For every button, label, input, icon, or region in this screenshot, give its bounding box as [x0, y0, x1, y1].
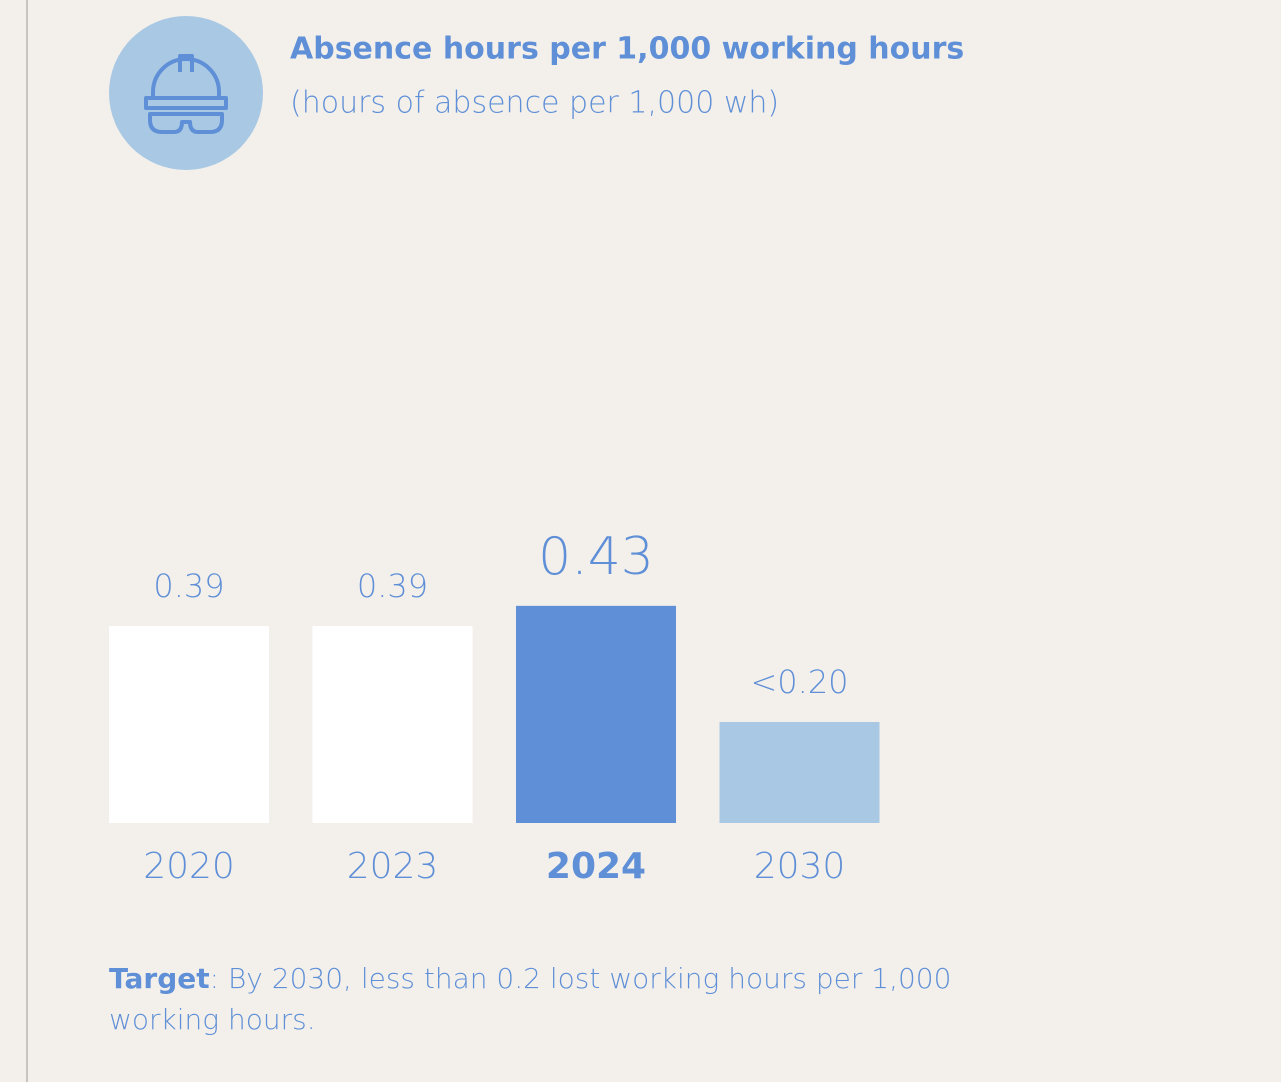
- target-note: Target: By 2030, less than 0.2 lost work…: [109, 958, 989, 1040]
- bar: [312, 626, 473, 823]
- bar: [719, 722, 880, 823]
- value-label: <0.20: [750, 663, 848, 701]
- note-text: : By 2030, less than 0.2 lost working ho…: [109, 962, 952, 1036]
- bar: [109, 626, 269, 823]
- value-label: 0.43: [538, 527, 654, 587]
- x-tick-label: 2024: [546, 846, 646, 887]
- note-label: Target: [109, 962, 210, 995]
- bar: [516, 605, 676, 823]
- value-label: 0.39: [153, 567, 224, 605]
- x-tick-label: 2023: [347, 846, 439, 887]
- value-label: 0.39: [357, 567, 428, 605]
- chart-subtitle: (hours of absence per 1,000 wh): [290, 86, 779, 121]
- x-tick-label: 2020: [143, 846, 235, 887]
- helmet-icon: [109, 16, 263, 170]
- chart-title: Absence hours per 1,000 working hours: [290, 32, 964, 67]
- x-tick-label: 2030: [754, 846, 846, 887]
